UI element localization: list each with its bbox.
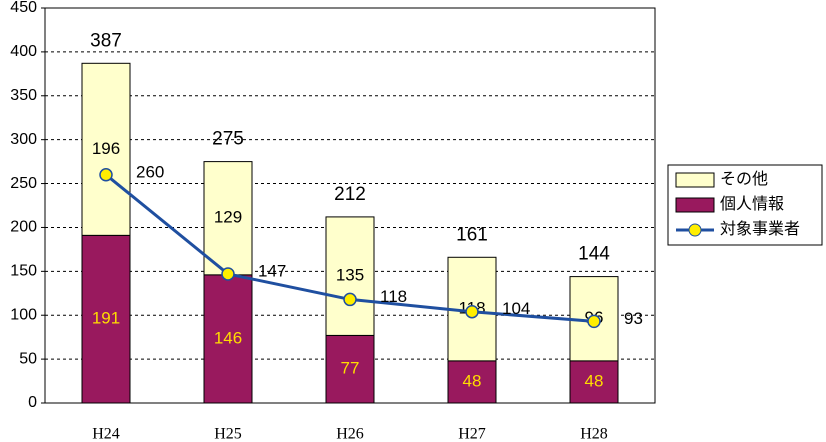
- total-label: 387: [90, 30, 122, 51]
- value-label: 191: [92, 309, 120, 328]
- y-tick-label: 250: [10, 175, 37, 192]
- bar-segment: [203, 274, 253, 404]
- bar-segment: [569, 360, 619, 404]
- legend-label: 個人情報: [720, 195, 784, 213]
- line-value-label: 147: [258, 261, 286, 280]
- bar-segment: [203, 161, 253, 276]
- x-tick-label: H24: [92, 426, 120, 442]
- value-label: 48: [585, 371, 604, 390]
- total-label: 275: [212, 129, 244, 150]
- y-tick-label: 300: [10, 131, 37, 148]
- line-value-label: 118: [380, 287, 407, 306]
- bar-segment: [81, 62, 131, 236]
- y-tick-label: 350: [10, 87, 37, 104]
- total-label: 144: [578, 244, 610, 265]
- value-label: 146: [214, 328, 242, 347]
- line-marker: [587, 314, 601, 329]
- line-value-label: 93: [624, 309, 643, 328]
- value-label: 135: [336, 266, 364, 285]
- legend-swatch: [675, 197, 715, 213]
- bar-segment: [325, 216, 375, 336]
- bar-segment: [325, 334, 375, 404]
- bar-segment: [447, 360, 497, 404]
- line-value-label: 104: [502, 299, 530, 318]
- line-value-label: 260: [136, 162, 164, 181]
- x-tick-label: H25: [214, 426, 242, 442]
- line-marker: [343, 292, 357, 307]
- value-label: 196: [92, 139, 120, 158]
- line-marker: [465, 304, 479, 319]
- legend-label: 対象事業者: [720, 220, 800, 238]
- x-tick-label: H28: [580, 426, 608, 442]
- y-tick-label: 50: [19, 350, 37, 367]
- y-tick-label: 400: [10, 43, 37, 60]
- y-tick-label: 100: [10, 306, 37, 323]
- legend-label: その他: [720, 170, 768, 188]
- bar-segment: [81, 234, 131, 404]
- line-marker: [221, 267, 235, 281]
- total-label: 212: [334, 184, 366, 205]
- value-label: 77: [341, 359, 360, 378]
- x-tick-label: H26: [336, 426, 364, 442]
- y-tick-label: 200: [10, 219, 37, 236]
- y-tick-label: 450: [10, 0, 37, 16]
- value-label: 48: [463, 371, 482, 390]
- y-tick-label: 0: [28, 394, 37, 411]
- x-tick-label: H27: [458, 426, 486, 442]
- y-tick-label: 150: [10, 263, 37, 280]
- line-marker: [99, 168, 113, 182]
- value-label: 129: [214, 208, 242, 227]
- total-label: 161: [456, 224, 488, 245]
- legend-marker: [688, 223, 702, 237]
- legend-swatch: [675, 172, 715, 188]
